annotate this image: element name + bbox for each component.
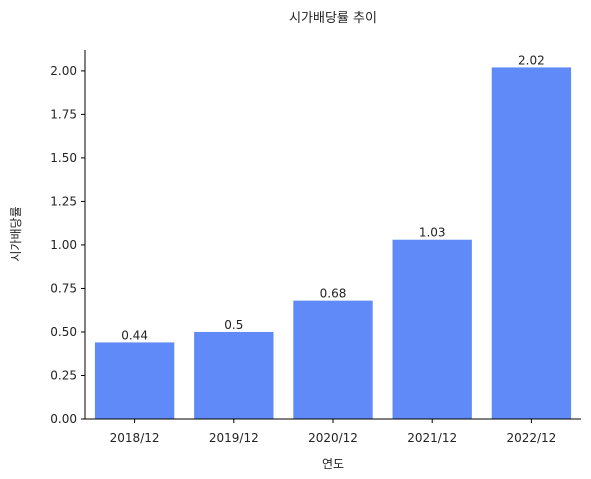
x-axis: 2018/12 2019/12 2020/12 2021/12 2022/12: [85, 418, 581, 445]
x-axis-label: 연도: [322, 457, 344, 471]
y-tick-label-2.00: 2.00: [50, 64, 77, 78]
x-tick-label-2021/12: 2021/12: [407, 431, 457, 445]
data-label-2020/12: 0.68: [320, 287, 347, 301]
y-tick-label-1.25: 1.25: [50, 194, 77, 208]
y-tick-label-1.00: 1.00: [50, 238, 77, 252]
bar-2020/12: [293, 300, 373, 419]
x-tick-label-2019/12: 2019/12: [209, 431, 259, 445]
bar-2021/12: [392, 239, 472, 419]
y-tick-label-0.00: 0.00: [50, 412, 77, 426]
data-label-2019/12: 0.5: [224, 318, 243, 332]
chart-title: 시가배당률 추이: [289, 11, 377, 26]
bar-2022/12: [491, 67, 572, 419]
y-tick-label-0.25: 0.25: [50, 368, 77, 382]
y-axis: 0.00 0.25 0.50 0.75 1.00 1.25 1.50 1.75 2.00: [50, 50, 86, 426]
x-tick-label-2020/12: 2020/12: [308, 431, 358, 445]
bar-2019/12: [194, 331, 274, 419]
x-tick-label-2022/12: 2022/12: [506, 431, 556, 445]
y-tick-label-1.50: 1.50: [50, 151, 77, 165]
y-tick-label-0.50: 0.50: [50, 325, 77, 339]
x-tick-label-2018/12: 2018/12: [110, 431, 160, 445]
y-tick-label-1.75: 1.75: [50, 107, 77, 121]
bars-group: [94, 67, 572, 419]
data-labels-group: 0.44 0.5 0.68 1.03 2.02: [121, 53, 545, 342]
y-axis-label: 시가배당률: [9, 206, 23, 261]
data-label-2022/12: 2.02: [518, 53, 545, 67]
y-tick-label-0.75: 0.75: [50, 281, 77, 295]
data-label-2021/12: 1.03: [419, 226, 446, 240]
data-label-2018/12: 0.44: [121, 328, 148, 342]
bar-2018/12: [94, 342, 175, 419]
